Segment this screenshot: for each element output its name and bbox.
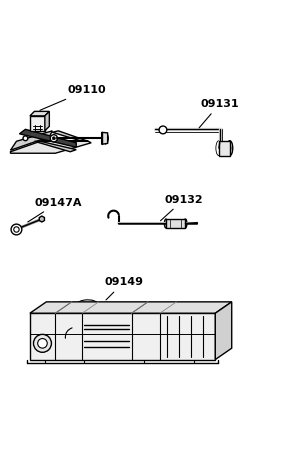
Polygon shape [30,116,45,131]
Circle shape [52,137,55,140]
Circle shape [14,227,19,232]
Polygon shape [219,141,230,156]
Ellipse shape [228,145,231,151]
Polygon shape [39,216,45,222]
Circle shape [50,135,57,142]
Ellipse shape [164,219,167,228]
Text: 09132: 09132 [161,195,203,221]
Text: 09147A: 09147A [28,198,82,222]
Text: 09110: 09110 [40,86,106,110]
Text: 09131: 09131 [199,99,239,128]
Polygon shape [45,111,49,131]
Circle shape [23,136,28,141]
Circle shape [159,126,167,134]
Polygon shape [166,219,185,228]
Polygon shape [102,132,108,144]
Circle shape [38,338,47,348]
Polygon shape [30,302,232,313]
Polygon shape [30,313,215,360]
Polygon shape [10,131,52,150]
Polygon shape [52,131,88,141]
Ellipse shape [184,219,187,228]
Polygon shape [34,141,76,152]
Polygon shape [19,129,76,147]
Text: 09149: 09149 [104,277,143,300]
Polygon shape [215,302,232,360]
Circle shape [11,224,22,235]
Polygon shape [30,111,49,116]
Polygon shape [10,141,91,153]
Ellipse shape [227,141,233,156]
Circle shape [33,334,51,352]
